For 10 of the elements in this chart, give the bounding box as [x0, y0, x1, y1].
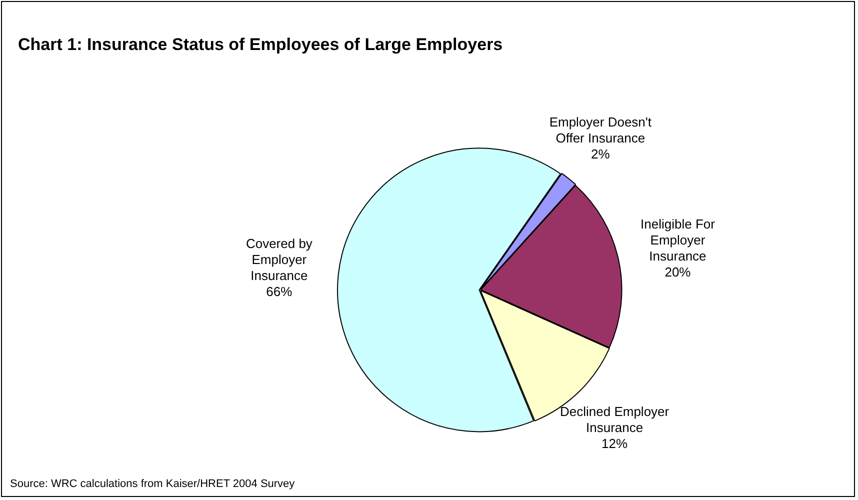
data-label: 2% [591, 146, 610, 162]
source-note: Source: WRC calculations from Kaiser/HRET 2004 Survey [10, 478, 295, 490]
slice-label: Ineligible For Employer Insurance [640, 216, 716, 264]
data-label: 20% [664, 264, 692, 280]
data-label: 12% [602, 436, 628, 451]
slice-label: Covered by Employer Insurance [246, 236, 313, 283]
chart-title: Chart 1: Insurance Status of Employees of Large Employers [18, 35, 503, 55]
data-label: 66% [266, 284, 293, 299]
slice-label: Employer Doesn't Offer Insurance [549, 114, 652, 146]
slice-label: Declined Employer Insurance [560, 404, 670, 435]
